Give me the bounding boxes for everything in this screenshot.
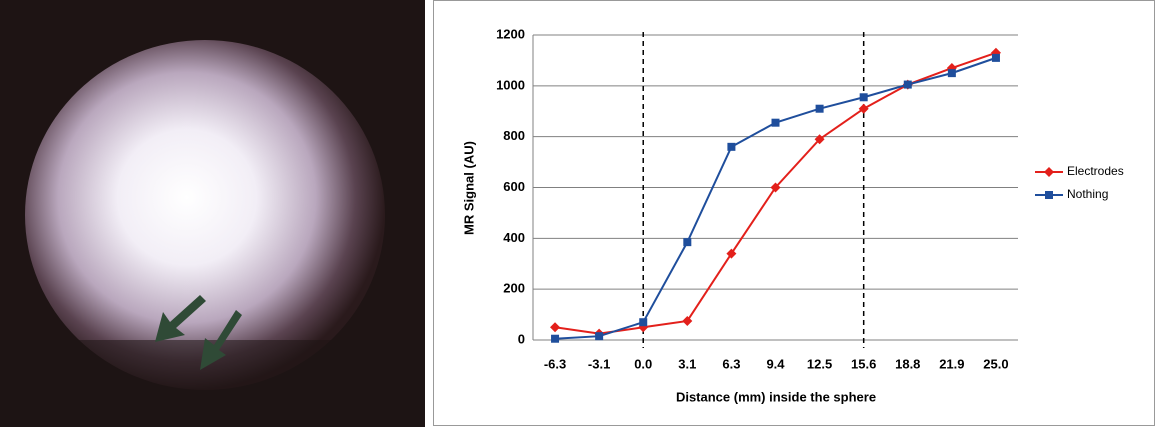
- y-tick-label: 1200: [496, 26, 525, 41]
- y-tick-label: 400: [503, 230, 525, 245]
- marker: [814, 134, 825, 145]
- x-tick-label: 18.8: [895, 356, 920, 371]
- x-tick-label: -6.3: [544, 356, 566, 371]
- x-tick-label: 0.0: [634, 356, 652, 371]
- y-tick-label: 200: [503, 281, 525, 296]
- marker: [859, 93, 868, 102]
- y-tick-label: 1000: [496, 77, 525, 92]
- sphere: [25, 40, 385, 390]
- y-tick-label: 600: [503, 179, 525, 194]
- x-tick-label: 21.9: [939, 356, 964, 371]
- marker: [683, 238, 692, 247]
- x-axis-label: Distance (mm) inside the sphere: [676, 389, 876, 404]
- marker: [551, 334, 560, 343]
- marker: [903, 80, 912, 89]
- x-tick-label: 9.4: [766, 356, 785, 371]
- legend-marker: [1045, 191, 1053, 199]
- marker: [815, 104, 824, 113]
- marker: [991, 53, 1000, 62]
- marker: [770, 182, 781, 193]
- x-tick-label: 25.0: [983, 356, 1008, 371]
- marker: [726, 248, 737, 259]
- marker: [639, 318, 648, 327]
- x-tick-label: 6.3: [722, 356, 740, 371]
- mr-image: [0, 0, 425, 427]
- chart-panel: [433, 0, 1155, 426]
- legend-label: Electrodes: [1067, 164, 1124, 178]
- legend-label: Nothing: [1067, 187, 1108, 201]
- marker: [727, 142, 736, 151]
- marker: [550, 322, 561, 333]
- y-axis-label: MR Signal (AU): [461, 141, 476, 235]
- marker: [771, 118, 780, 127]
- x-tick-label: 12.5: [807, 356, 832, 371]
- arrow: [200, 310, 242, 370]
- arrow: [155, 295, 206, 342]
- marker: [947, 69, 956, 78]
- y-tick-label: 800: [503, 128, 525, 143]
- x-tick-label: 15.6: [851, 356, 876, 371]
- legend-marker: [1044, 167, 1054, 177]
- marker: [858, 103, 869, 114]
- marker: [595, 332, 604, 341]
- x-tick-label: -3.1: [588, 356, 610, 371]
- marker: [682, 315, 693, 326]
- y-tick-label: 0: [518, 331, 525, 346]
- x-tick-label: 3.1: [678, 356, 696, 371]
